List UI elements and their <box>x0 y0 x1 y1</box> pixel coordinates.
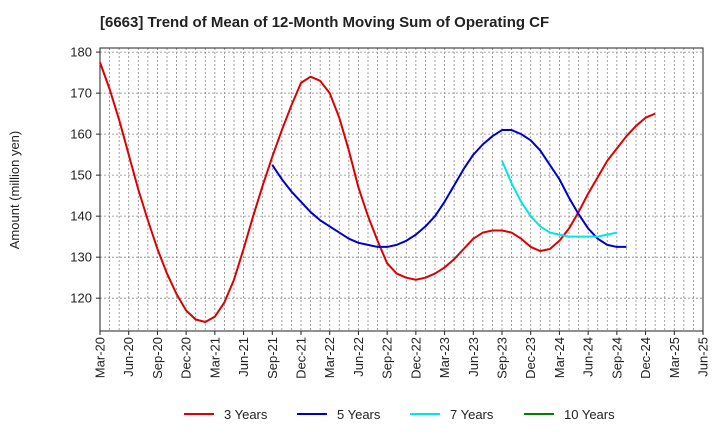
legend-label: 5 Years <box>337 407 381 422</box>
series-layer <box>99 62 656 323</box>
x-tick-label: Mar-20 <box>93 337 108 378</box>
x-tick-label: Mar-23 <box>437 337 452 378</box>
y-tick-label: 150 <box>70 168 92 183</box>
legend-item-10-years[interactable]: 10 Years <box>524 407 615 422</box>
x-tick-label: Jun-21 <box>236 337 251 377</box>
legend-label: 7 Years <box>450 407 494 422</box>
x-tick-label: Dec-22 <box>408 337 423 379</box>
y-tick-label: 130 <box>70 250 92 265</box>
legend-label: 10 Years <box>564 407 615 422</box>
x-tick-label: Dec-24 <box>638 337 653 379</box>
grid-layer <box>100 48 703 331</box>
y-axis-label: Amount (million yen) <box>7 131 22 250</box>
x-tick-label: Sep-22 <box>380 337 395 379</box>
x-tick-label: Jun-20 <box>121 337 136 377</box>
y-axis: 120 130 140 150 160 170 180 <box>70 45 100 306</box>
x-tick-label: Sep-21 <box>265 337 280 379</box>
x-tick-label: Jun-24 <box>581 337 596 377</box>
x-tick-label: Jun-25 <box>696 337 711 377</box>
plot-area <box>100 48 703 331</box>
plot-frame <box>99 47 704 332</box>
x-tick-label: Jun-22 <box>351 337 366 377</box>
chart-title: [6663] Trend of Mean of 12-Month Moving … <box>100 14 549 31</box>
legend-item-3-years[interactable]: 3 Years <box>184 407 268 422</box>
series-line-3-years <box>99 62 656 323</box>
x-tick-label: Mar-21 <box>207 337 222 378</box>
legend-item-7-years[interactable]: 7 Years <box>410 407 494 422</box>
y-tick-label: 120 <box>70 291 92 306</box>
x-axis: Mar-20 Jun-20 Sep-20 Dec-20 Mar-21 Jun-21 Sep-… <box>93 331 711 379</box>
y-tick-label: 180 <box>70 45 92 60</box>
y-tick-label: 140 <box>70 209 92 224</box>
x-tick-label: Mar-24 <box>552 337 567 378</box>
x-tick-label: Jun-23 <box>466 337 481 377</box>
series-line-7-years <box>501 160 618 238</box>
x-tick-label: Sep-20 <box>150 337 165 379</box>
x-tick-label: Dec-23 <box>523 337 538 379</box>
x-tick-label: Sep-23 <box>495 337 510 379</box>
y-tick-label: 170 <box>70 86 92 101</box>
x-tick-label: Mar-25 <box>667 337 682 378</box>
y-tick-label: 160 <box>70 127 92 142</box>
x-tick-label: Dec-21 <box>294 337 309 379</box>
x-tick-label: Sep-24 <box>609 337 624 379</box>
legend[interactable]: 3 Years 5 Years 7 Years 10 Years <box>184 407 615 422</box>
x-tick-label: Mar-22 <box>322 337 337 378</box>
legend-label: 3 Years <box>224 407 268 422</box>
legend-item-5-years[interactable]: 5 Years <box>297 407 381 422</box>
x-tick-label: Dec-20 <box>179 337 194 379</box>
series-line-5-years <box>271 129 627 248</box>
